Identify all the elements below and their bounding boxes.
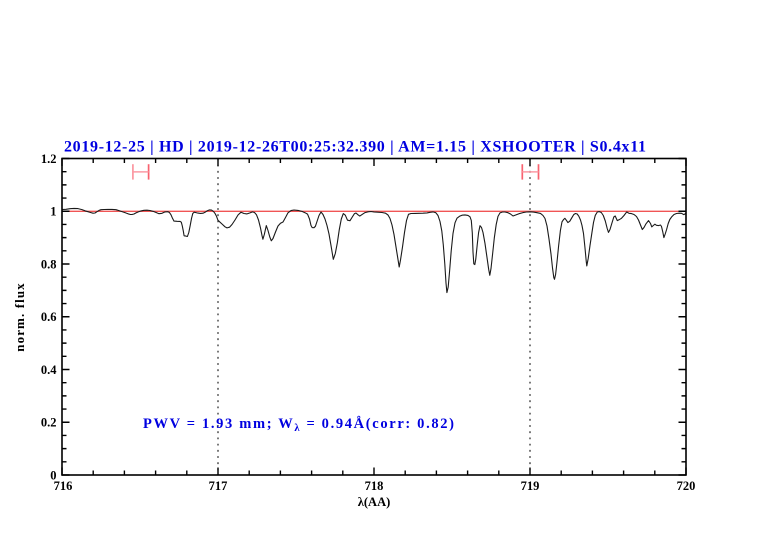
svg-text:1: 1 (50, 205, 56, 219)
svg-text:norm. flux: norm. flux (12, 282, 27, 352)
svg-text:718: 718 (365, 479, 384, 493)
svg-text:716: 716 (54, 479, 73, 493)
svg-text:0.8: 0.8 (41, 257, 57, 271)
svg-text:2019-12-25 | HD | 2019-12-26T0: 2019-12-25 | HD | 2019-12-26T00:25:32.39… (64, 139, 646, 156)
svg-text:0: 0 (50, 468, 56, 482)
svg-text:719: 719 (521, 479, 540, 493)
svg-text:λ(AA): λ(AA) (358, 495, 391, 509)
svg-text:717: 717 (209, 479, 228, 493)
svg-text:0.4: 0.4 (41, 363, 57, 377)
svg-text:1.2: 1.2 (41, 152, 57, 166)
svg-text:0.6: 0.6 (41, 310, 57, 324)
svg-text:0.2: 0.2 (41, 416, 57, 430)
svg-text:720: 720 (677, 479, 696, 493)
